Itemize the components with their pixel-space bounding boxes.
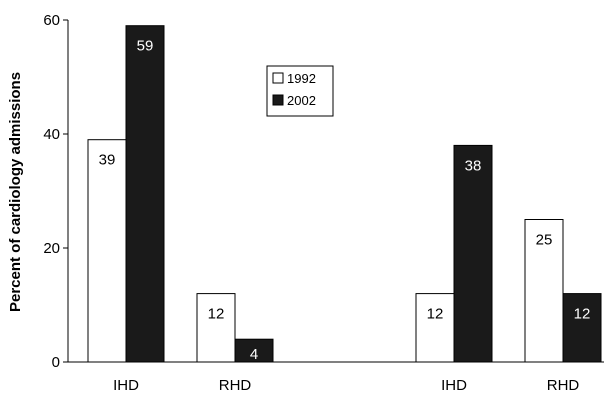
- bar-value-label: 12: [574, 306, 591, 323]
- x-tick-label: IHD: [113, 377, 139, 394]
- legend-swatch-1992: [272, 72, 284, 84]
- y-axis-label: Percent of cardiology admissions: [7, 72, 24, 312]
- bar-2002-rhd: [234, 338, 274, 363]
- legend-swatch-2002: [272, 94, 284, 106]
- bar-2002-rhd: [562, 293, 602, 363]
- bar-1992-rhd: [196, 293, 236, 363]
- bar-value-label: 38: [465, 157, 482, 174]
- bar-2002-ihd: [125, 25, 165, 363]
- legend: 1992 2002: [266, 65, 334, 117]
- y-tick-label: 40: [43, 126, 60, 143]
- bar-value-label: 25: [536, 232, 553, 249]
- bar-value-label: 12: [208, 306, 225, 323]
- y-tick-label: 0: [52, 354, 60, 371]
- x-tick-label: RHD: [219, 377, 252, 394]
- bar-value-label: 39: [99, 152, 116, 169]
- bar-1992-rhd: [524, 219, 564, 363]
- bar-1992-ihd: [415, 293, 455, 363]
- bar-value-label: 12: [427, 306, 444, 323]
- y-tick-label: 60: [43, 12, 60, 29]
- bar-value-label: 59: [137, 38, 154, 55]
- bar-2002-ihd: [453, 144, 493, 363]
- y-tick-label: 20: [43, 240, 60, 257]
- legend-label-1992: 1992: [287, 71, 316, 86]
- bar-1992-ihd: [87, 139, 127, 363]
- x-tick-labels: IHD RHD IHD RHD: [113, 377, 579, 394]
- x-tick-label: IHD: [441, 377, 467, 394]
- bar-value-label: 4: [250, 346, 258, 363]
- y-ticks: 0 20 40 60: [43, 12, 68, 371]
- legend-label-2002: 2002: [287, 93, 316, 108]
- x-tick-label: RHD: [547, 377, 580, 394]
- bars: 39 59 12 4 12 38 25 12: [87, 25, 602, 363]
